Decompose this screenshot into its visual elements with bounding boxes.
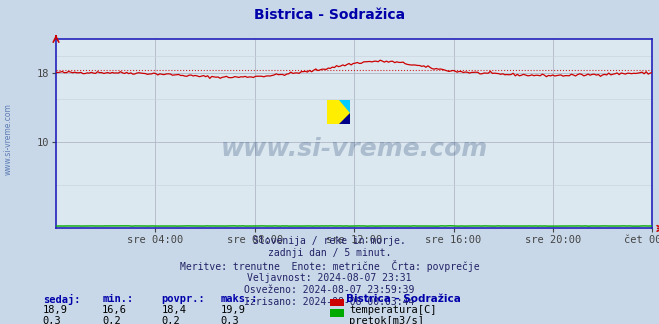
Text: 18,9: 18,9: [43, 305, 68, 315]
Text: Slovenija / reke in morje.: Slovenija / reke in morje.: [253, 236, 406, 246]
Polygon shape: [339, 99, 350, 113]
Text: 0,3: 0,3: [221, 316, 239, 324]
Text: min.:: min.:: [102, 294, 133, 304]
Text: Veljavnost: 2024-08-07 23:31: Veljavnost: 2024-08-07 23:31: [247, 273, 412, 283]
Text: pretok[m3/s]: pretok[m3/s]: [349, 316, 424, 324]
Text: www.si-vreme.com: www.si-vreme.com: [3, 103, 13, 175]
Text: Bistrica – Sodražica: Bistrica – Sodražica: [346, 294, 461, 304]
Text: 16,6: 16,6: [102, 305, 127, 315]
Text: Bistrica - Sodražica: Bistrica - Sodražica: [254, 8, 405, 22]
Text: 0,2: 0,2: [161, 316, 180, 324]
Text: 19,9: 19,9: [221, 305, 246, 315]
Text: 18,4: 18,4: [161, 305, 186, 315]
Bar: [328, 99, 350, 124]
Text: maks.:: maks.:: [221, 294, 258, 304]
Polygon shape: [339, 113, 350, 124]
Text: zadnji dan / 5 minut.: zadnji dan / 5 minut.: [268, 248, 391, 258]
Text: Izrisano: 2024-08-08 00:03:44: Izrisano: 2024-08-08 00:03:44: [244, 297, 415, 307]
Text: Meritve: trenutne  Enote: metrične  Črta: povprečje: Meritve: trenutne Enote: metrične Črta: …: [180, 260, 479, 272]
Text: www.si-vreme.com: www.si-vreme.com: [221, 137, 488, 161]
Text: povpr.:: povpr.:: [161, 294, 205, 304]
Text: 0,2: 0,2: [102, 316, 121, 324]
Text: 0,3: 0,3: [43, 316, 61, 324]
Text: Osveženo: 2024-08-07 23:59:39: Osveženo: 2024-08-07 23:59:39: [244, 285, 415, 295]
Text: sedaj:: sedaj:: [43, 294, 80, 305]
Text: temperatura[C]: temperatura[C]: [349, 305, 437, 315]
